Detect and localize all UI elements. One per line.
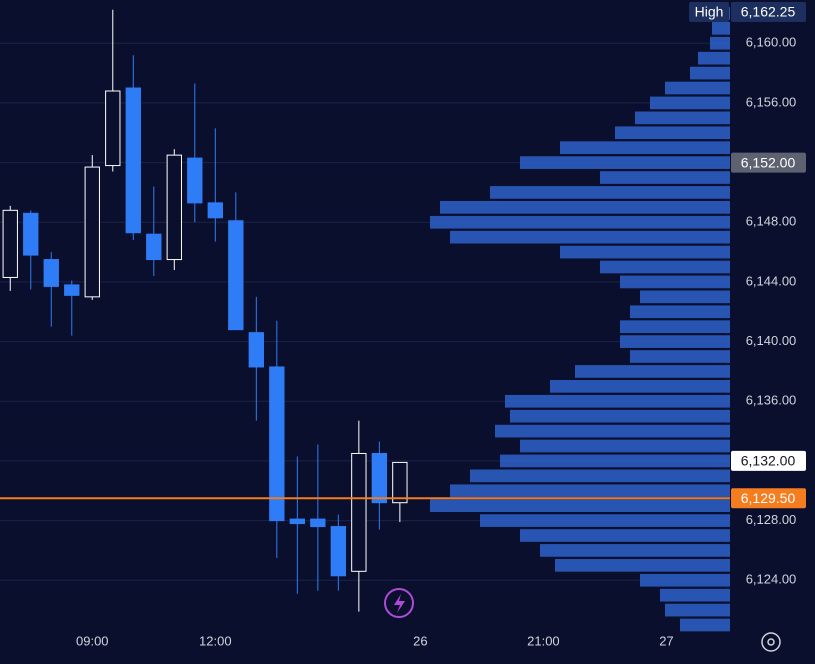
high-tag-name-box bbox=[689, 2, 729, 22]
volume-profile-bar bbox=[450, 484, 730, 498]
candle-body bbox=[269, 366, 285, 522]
volume-profile-bar bbox=[560, 141, 730, 155]
volume-profile-bar bbox=[620, 275, 730, 289]
y-tick-label: 6,136.00 bbox=[746, 393, 797, 408]
volume-profile-bar bbox=[712, 22, 730, 35]
candle-body bbox=[330, 526, 347, 577]
candle-body bbox=[105, 90, 121, 167]
x-tick-label: 26 bbox=[413, 633, 427, 648]
price-tag-label: 6,132.00 bbox=[741, 453, 796, 469]
volume-profile-bar bbox=[450, 230, 730, 244]
volume-profile-bar bbox=[650, 96, 730, 110]
volume-profile-bar bbox=[710, 36, 730, 50]
candle-body bbox=[23, 212, 39, 256]
price-tag bbox=[731, 152, 806, 173]
candle-body bbox=[207, 202, 223, 219]
volume-profile-bar bbox=[430, 215, 730, 229]
volume-profile-bar bbox=[480, 514, 730, 527]
volume-profile-bar bbox=[698, 51, 730, 65]
candle-body bbox=[289, 518, 306, 525]
volume-profile-bar bbox=[575, 365, 730, 378]
price-tag-label: 6,162.25 bbox=[741, 4, 796, 20]
candle-body bbox=[248, 332, 264, 368]
y-tick-label: 6,160.00 bbox=[746, 35, 797, 50]
volume-profile-bar bbox=[540, 544, 730, 557]
candle-body bbox=[371, 452, 388, 504]
volume-profile-bar bbox=[520, 156, 730, 169]
candle-body bbox=[166, 154, 182, 261]
volume-profile-bar bbox=[510, 409, 730, 423]
high-tag-name: High bbox=[695, 4, 724, 20]
y-tick-label: 6,156.00 bbox=[746, 94, 797, 109]
volume-profile-bar bbox=[640, 573, 730, 587]
alert-icon[interactable] bbox=[384, 588, 414, 618]
candle-body bbox=[64, 284, 80, 296]
volume-profile-bar bbox=[615, 126, 730, 140]
volume-profile-bar bbox=[660, 588, 730, 602]
volume-profile-bar bbox=[665, 81, 730, 95]
candle-body bbox=[84, 166, 100, 298]
price-tag bbox=[731, 2, 806, 22]
volume-profile-bar bbox=[620, 335, 730, 348]
candle-body bbox=[43, 259, 59, 287]
candle-body bbox=[125, 87, 141, 234]
volume-profile-bar bbox=[555, 559, 730, 572]
volume-profile-bar bbox=[600, 171, 730, 184]
x-tick-label: 12:00 bbox=[199, 633, 232, 648]
settings-icon-center bbox=[767, 638, 775, 646]
volume-profile-bar bbox=[635, 111, 730, 125]
price-tag bbox=[731, 488, 806, 509]
volume-profile-bar bbox=[620, 320, 730, 334]
volume-profile-bar bbox=[430, 499, 730, 513]
y-tick-label: 6,124.00 bbox=[746, 572, 797, 587]
volume-profile-bar bbox=[520, 439, 730, 453]
candle-body bbox=[310, 518, 326, 528]
x-tick-label: 09:00 bbox=[76, 633, 109, 648]
volume-profile-bar bbox=[630, 350, 730, 363]
volume-profile-bar bbox=[505, 394, 730, 408]
y-tick-label: 6,144.00 bbox=[746, 273, 797, 288]
volume-profile-bar bbox=[490, 186, 730, 199]
y-tick-label: 6,148.00 bbox=[746, 214, 797, 229]
volume-profile-bar bbox=[440, 201, 730, 214]
candle-body bbox=[351, 452, 367, 572]
price-tag-label: 6,152.00 bbox=[741, 154, 796, 170]
y-tick-label: 6,140.00 bbox=[746, 333, 797, 348]
volume-profile-bar bbox=[560, 245, 730, 259]
price-tag-label: 6,129.50 bbox=[741, 490, 796, 506]
x-tick-label: 27 bbox=[659, 633, 673, 648]
volume-profile-bar bbox=[550, 380, 730, 393]
candle-body bbox=[2, 209, 18, 278]
candle-body bbox=[228, 220, 244, 331]
volume-profile-bar bbox=[640, 290, 730, 304]
x-tick-label: 21:00 bbox=[527, 633, 560, 648]
volume-profile-bar bbox=[520, 529, 730, 542]
y-tick-label: 6,128.00 bbox=[746, 512, 797, 527]
volume-profile-bar bbox=[470, 469, 730, 483]
candle-body bbox=[146, 233, 162, 261]
volume-profile-bar bbox=[630, 305, 730, 319]
volume-profile-bar bbox=[495, 424, 730, 438]
candle-body bbox=[187, 157, 203, 204]
alert-icon-bolt bbox=[394, 594, 405, 613]
volume-profile-bar bbox=[600, 260, 730, 274]
volume-profile-bar bbox=[500, 454, 730, 468]
price-tag bbox=[731, 450, 806, 471]
settings-icon[interactable] bbox=[761, 632, 781, 652]
volume-profile-bar bbox=[680, 618, 730, 632]
candle-body bbox=[392, 461, 408, 504]
volume-profile-bar bbox=[665, 603, 730, 617]
volume-profile-bar bbox=[690, 66, 730, 80]
